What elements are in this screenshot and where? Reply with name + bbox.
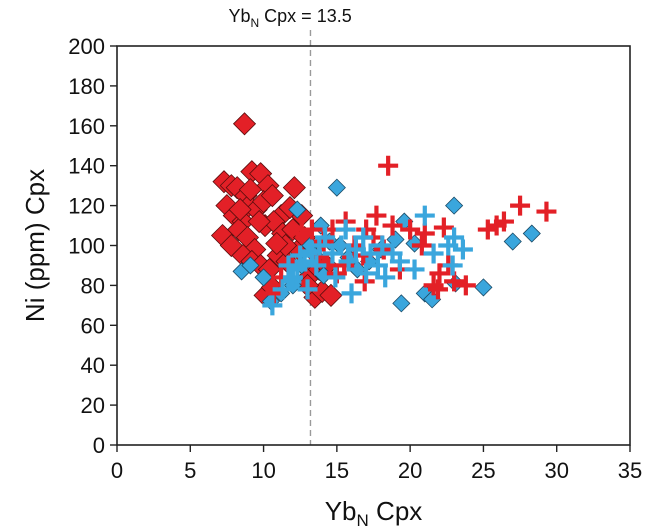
red-diamond-point xyxy=(260,184,284,208)
red-plus-point xyxy=(301,219,322,240)
blue-plus-point xyxy=(444,227,465,248)
y-tick-label: 200 xyxy=(68,34,105,59)
red-diamond-point xyxy=(247,209,271,234)
x-tick-label: 25 xyxy=(471,458,495,483)
y-tick-label: 0 xyxy=(93,433,105,458)
y-tick-label: 20 xyxy=(81,393,105,418)
blue-diamond-point xyxy=(445,196,464,215)
red-plus-point xyxy=(382,215,403,236)
red-plus-point xyxy=(414,223,435,244)
x-tick-label: 15 xyxy=(325,458,349,483)
y-tick-label: 100 xyxy=(68,234,105,259)
x-tick-label: 5 xyxy=(184,458,196,483)
red-plus-point xyxy=(455,275,476,296)
blue-plus-point xyxy=(282,267,303,288)
blue-plus-point xyxy=(262,295,283,316)
red-plus-point xyxy=(378,155,399,176)
data-points-group xyxy=(210,112,557,316)
y-tick-label: 80 xyxy=(81,273,105,298)
blue-plus-point xyxy=(414,205,435,226)
blue-plus-point xyxy=(338,251,359,272)
red-plus-point xyxy=(493,211,514,232)
red-plus-point xyxy=(411,235,432,256)
blue-plus-point xyxy=(335,219,356,240)
blue-plus-point xyxy=(331,235,352,256)
y-tick-label: 180 xyxy=(68,74,105,99)
blue-diamond-point xyxy=(327,178,346,197)
blue-plus-point xyxy=(306,255,327,276)
blue-plus-point xyxy=(360,243,381,264)
red-diamond-point xyxy=(319,283,343,307)
red-plus-point xyxy=(510,195,531,216)
blue-plus-point xyxy=(290,245,311,266)
red-plus-point xyxy=(291,223,312,244)
y-tick-label: 120 xyxy=(68,194,105,219)
labels-group: 0 5 10 15 20 25 30 35 0 20 40 60 80 100 120 140 160 180 20… xyxy=(20,6,642,527)
blue-plus-point xyxy=(341,283,362,304)
blue-diamond-point xyxy=(503,232,522,251)
x-tick-label: 10 xyxy=(251,458,275,483)
blue-plus-point xyxy=(325,267,346,288)
blue-plus-point xyxy=(367,255,388,276)
x-tick-label: 35 xyxy=(618,458,642,483)
red-plus-point xyxy=(400,219,421,240)
red-diamond-point xyxy=(219,233,243,258)
red-plus-point xyxy=(427,279,448,300)
y-axis-title: Ni (ppm) Cpx xyxy=(20,169,50,322)
blue-plus-point xyxy=(404,259,425,280)
red-plus-point xyxy=(477,219,498,240)
blue-plus-point xyxy=(452,239,473,260)
y-tick-label: 140 xyxy=(68,154,105,179)
blue-diamond-point xyxy=(522,224,541,243)
red-plus-point xyxy=(433,217,454,238)
blue-plus-point xyxy=(372,235,393,256)
red-diamond-point xyxy=(232,112,257,136)
x-tick-label: 0 xyxy=(111,458,123,483)
axes-group xyxy=(110,45,631,452)
red-plus-point xyxy=(366,205,387,226)
blue-plus-point xyxy=(278,255,299,276)
red-diamond-point xyxy=(265,231,289,256)
y-tick-label: 40 xyxy=(81,353,105,378)
blue-plus-point xyxy=(356,263,377,284)
blue-plus-point xyxy=(389,251,410,272)
x-tick-label: 20 xyxy=(398,458,422,483)
x-tick-label: 30 xyxy=(544,458,568,483)
blue-diamond-point xyxy=(288,200,307,219)
x-axis-title: YbN Cpx xyxy=(325,496,423,527)
blue-diamond-point xyxy=(392,294,411,313)
reference-line-label: YbN Cpx = 13.5 xyxy=(228,6,351,30)
red-plus-point xyxy=(423,275,444,296)
y-tick-label: 160 xyxy=(68,114,105,139)
blue-diamond-point xyxy=(241,256,260,275)
blue-plus-point xyxy=(442,255,463,276)
blue-plus-point xyxy=(297,279,318,300)
blue-plus-point xyxy=(345,239,366,260)
red-diamond-point xyxy=(282,176,306,200)
blue-plus-point xyxy=(315,227,336,248)
red-diamond-point xyxy=(228,198,252,222)
y-tick-label: 60 xyxy=(81,313,105,338)
blue-diamond-point xyxy=(474,278,493,297)
blue-plus-point xyxy=(423,243,444,264)
blue-plus-point xyxy=(375,267,396,288)
blue-diamond-point xyxy=(254,268,273,287)
blue-plus-point xyxy=(353,227,374,248)
red-diamond-point xyxy=(238,178,262,202)
red-plus-point xyxy=(536,201,557,222)
